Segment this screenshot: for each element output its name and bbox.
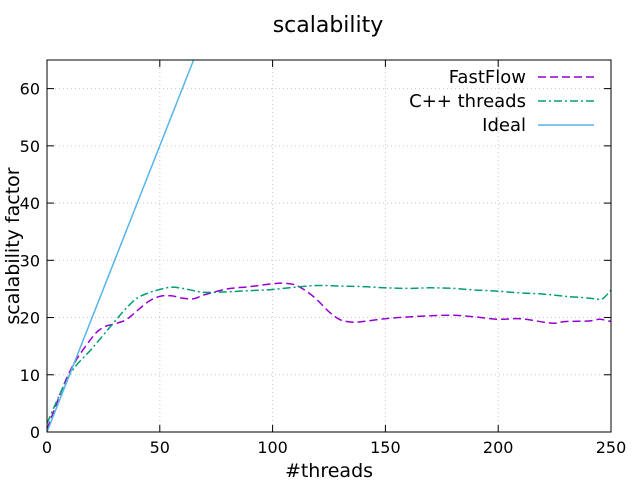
y-tick-label: 40: [20, 194, 40, 213]
legend-label-fastflow: FastFlow: [449, 67, 526, 88]
series-layer: [47, 60, 611, 432]
series-line-fastflow: [47, 282, 611, 430]
y-axis-label: scalability factor: [2, 167, 24, 324]
x-tick-label: 250: [596, 438, 627, 457]
legend-label-cpp-threads: C++ threads: [409, 91, 526, 112]
x-tick-label: 50: [150, 438, 170, 457]
grid: [47, 60, 611, 432]
y-tick-label: 20: [20, 309, 40, 328]
y-tick-label: 60: [20, 80, 40, 99]
legend: FastFlow C++ threads Ideal: [409, 67, 594, 136]
series-line-cpp-threads: [47, 284, 611, 424]
series-line-ideal: [47, 60, 195, 432]
plot-frame: [46, 59, 612, 433]
y-tick-label: 10: [20, 366, 40, 385]
y-tick-label: 50: [20, 137, 40, 156]
y-tick-label: 30: [20, 251, 40, 270]
x-tick-label: 150: [370, 438, 401, 457]
x-tick-label: 200: [483, 438, 514, 457]
axis-ticks: 0 50 100 150 200 250 0 10 20 30 40 50 60: [20, 60, 627, 457]
chart-title: scalability: [273, 13, 384, 38]
y-tick-label: 0: [30, 423, 40, 442]
legend-label-ideal: Ideal: [482, 115, 526, 136]
x-tick-label: 0: [42, 438, 52, 457]
x-axis-label: #threads: [285, 460, 373, 480]
x-tick-label: 100: [257, 438, 288, 457]
